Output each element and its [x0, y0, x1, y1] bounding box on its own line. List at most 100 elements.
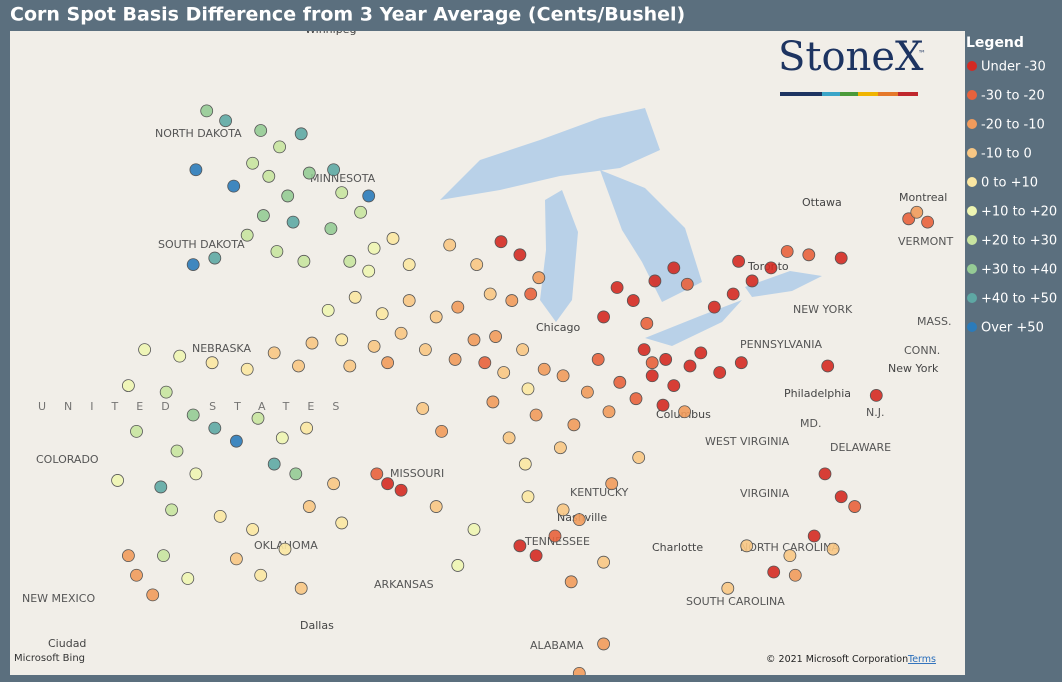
basis-point	[213, 509, 227, 523]
basis-point	[402, 258, 416, 272]
place-label: MD.	[800, 417, 821, 430]
place-label: NEBRASKA	[192, 342, 251, 355]
basis-point	[910, 205, 924, 219]
basis-point	[572, 513, 586, 527]
basis-point	[632, 451, 646, 464]
basis-point	[467, 523, 481, 536]
basis-point	[362, 264, 376, 278]
legend-swatch	[967, 206, 977, 216]
basis-point	[173, 349, 187, 363]
place-label: VERMONT	[898, 235, 953, 248]
basis-point	[529, 549, 543, 563]
basis-point	[713, 366, 727, 379]
basis-point	[694, 346, 708, 360]
legend-title: Legend	[966, 35, 1024, 51]
basis-point	[189, 163, 203, 177]
basis-point	[483, 287, 497, 301]
basis-point	[256, 209, 270, 222]
basis-point	[556, 369, 570, 383]
basis-point	[597, 555, 610, 569]
basis-point	[443, 238, 457, 252]
basis-point	[121, 379, 135, 392]
basis-point	[381, 356, 395, 370]
basis-point	[524, 287, 538, 301]
basis-point	[327, 477, 341, 491]
bing: Microsoft Bing	[14, 653, 85, 664]
basis-point	[869, 388, 883, 402]
basis-point	[302, 500, 316, 513]
basis-point	[707, 300, 721, 314]
basis-point	[505, 294, 519, 307]
basis-point	[429, 310, 443, 324]
place-label: SOUTH DAKOTA	[158, 238, 245, 251]
basis-point	[788, 568, 802, 582]
basis-point	[286, 215, 300, 229]
basis-point	[416, 402, 430, 415]
basis-point	[448, 353, 462, 366]
basis-point	[321, 303, 335, 317]
basis-point	[726, 287, 740, 301]
basis-point	[270, 245, 284, 258]
basis-point	[591, 353, 605, 366]
basis-point	[613, 375, 627, 389]
basis-point	[267, 457, 281, 471]
basis-point	[802, 248, 816, 262]
basis-point	[370, 467, 384, 481]
basis-point	[537, 362, 551, 376]
basis-point	[783, 549, 797, 563]
basis-point	[111, 474, 124, 487]
basis-point	[394, 483, 408, 497]
basis-point	[343, 254, 357, 268]
basis-point	[659, 353, 673, 366]
basis-point	[467, 333, 481, 347]
basis-point	[818, 467, 832, 481]
basis-point	[254, 568, 268, 582]
legend-swatch	[967, 293, 977, 303]
legend-swatch	[967, 322, 977, 332]
basis-point	[254, 124, 268, 137]
basis-point	[494, 235, 508, 249]
place-label: N.J.	[866, 406, 884, 419]
legend-swatch	[967, 264, 977, 274]
basis-point	[275, 431, 289, 445]
basis-point	[516, 343, 529, 357]
terms[interactable]: Terms	[907, 654, 936, 665]
place-label: COLORADO	[36, 453, 99, 466]
basis-point	[294, 127, 308, 141]
basis-point	[683, 359, 697, 373]
legend-swatch	[967, 61, 977, 71]
place-label: New York	[888, 362, 939, 375]
basis-point	[451, 559, 465, 572]
basis-point	[548, 529, 562, 543]
legend-label: +40 to +50	[981, 292, 1057, 307]
basis-point	[645, 369, 659, 383]
basis-point	[921, 215, 934, 229]
basis-point	[186, 258, 200, 272]
legend-swatch	[967, 177, 977, 187]
basis-point	[294, 581, 308, 595]
basis-point	[186, 408, 200, 422]
basis-point	[292, 359, 305, 373]
basis-point	[667, 261, 681, 275]
basis-point	[597, 310, 610, 324]
basis-point	[656, 398, 670, 412]
basis-point	[208, 251, 222, 265]
basis-point	[745, 274, 759, 288]
basis-point	[381, 477, 395, 491]
place-label: WEST VIRGINIA	[705, 435, 790, 448]
basis-point	[138, 343, 152, 357]
logo: StoneX	[778, 34, 924, 80]
place-label: MISSOURI	[390, 467, 444, 480]
logo-tm: ™	[918, 49, 926, 58]
basis-point	[513, 248, 527, 262]
place-label: VIRGINIA	[740, 487, 790, 500]
logo-bars	[780, 92, 918, 96]
basis-point	[367, 339, 381, 353]
place-label: Ottawa	[802, 196, 842, 209]
place-label: Charlotte	[652, 541, 703, 554]
place-label: NORTH DAKOTA	[155, 127, 242, 140]
title: Corn Spot Basis Difference from 3 Year A…	[10, 4, 685, 26]
basis-point	[267, 346, 281, 360]
map: NORTH DAKOTA MINNESOTA SOUTH DAKOTA NEBRASK…	[10, 31, 965, 675]
